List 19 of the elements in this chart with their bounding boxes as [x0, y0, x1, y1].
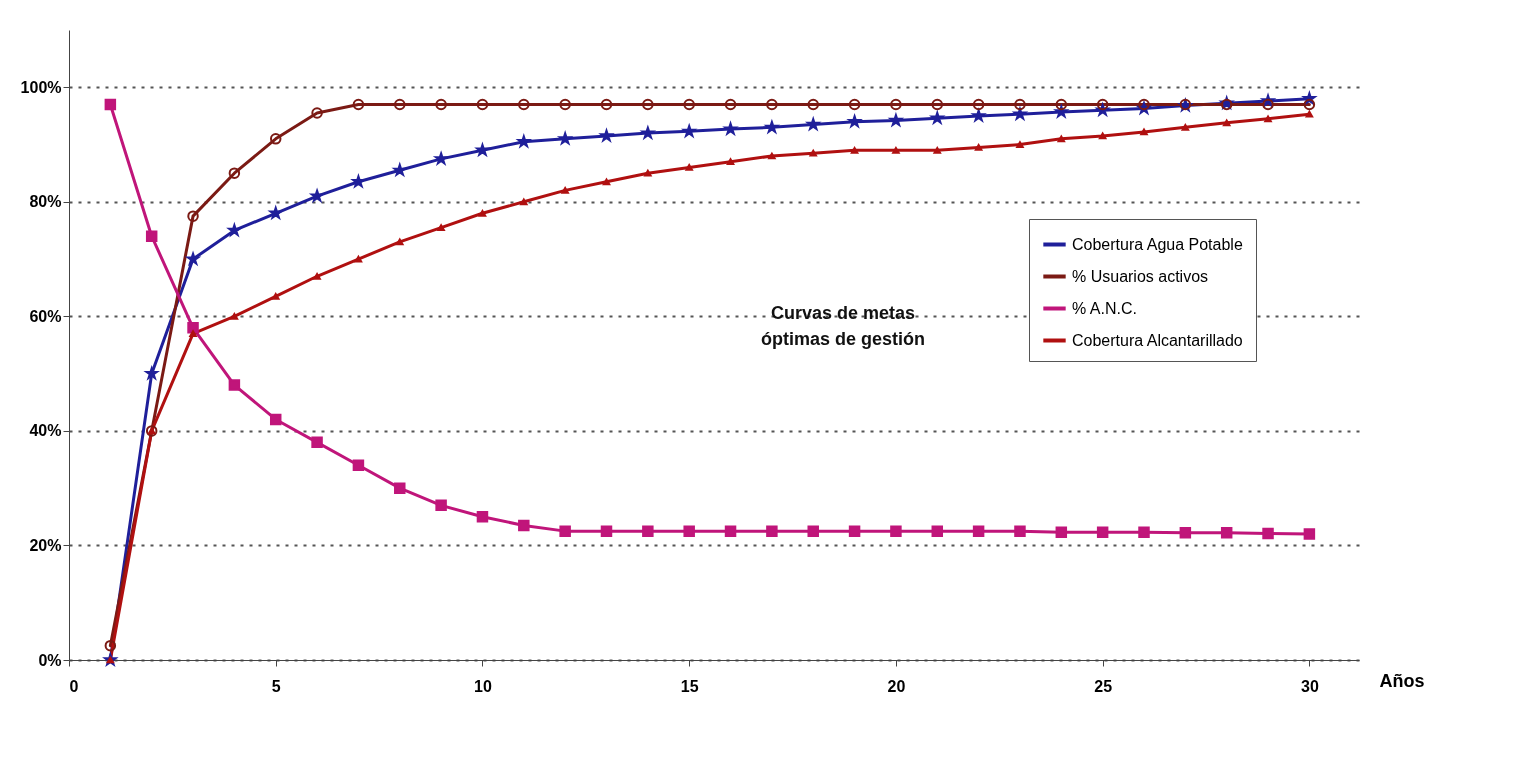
y-tick-label: 100% — [20, 78, 62, 96]
y-tick-label: 40% — [29, 422, 62, 440]
y-tick-label: 80% — [29, 193, 62, 211]
annotation: Curvas de metas óptimas de gestión — [760, 302, 926, 349]
legend-label: % Usuarios activos — [1072, 267, 1209, 285]
x-tick-label: 5 — [271, 677, 281, 695]
x-tick-label: 30 — [1300, 677, 1319, 695]
legend-label: Cobertura Alcantarillado — [1072, 331, 1243, 349]
legend-label: % A.N.C. — [1072, 299, 1137, 317]
x-tick-label: 20 — [887, 677, 906, 695]
y-tick-label: 20% — [29, 536, 62, 554]
y-tick-label: 60% — [29, 307, 62, 325]
y-tick-label: 0% — [38, 651, 62, 669]
legend-label: Cobertura Agua Potable — [1072, 235, 1243, 253]
x-tick-label: 0 — [69, 677, 79, 695]
x-axis-title: Años — [1379, 670, 1425, 691]
x-tick-label: 25 — [1094, 677, 1113, 695]
x-tick-label: 10 — [474, 677, 492, 695]
x-tick-label: 15 — [680, 677, 699, 695]
